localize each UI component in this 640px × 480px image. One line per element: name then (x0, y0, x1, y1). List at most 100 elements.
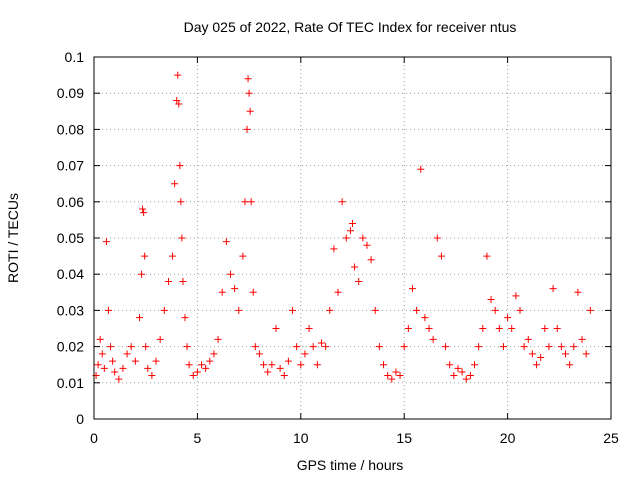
data-point (160, 306, 168, 314)
data-point (330, 245, 338, 253)
data-point (475, 343, 483, 351)
data-point (152, 357, 160, 365)
data-point (400, 343, 408, 351)
data-point (346, 227, 354, 235)
data-point (322, 343, 330, 351)
data-point (429, 335, 437, 343)
x-tick-label: 20 (500, 430, 516, 446)
y-tick-label: 0.02 (57, 339, 84, 355)
data-point (309, 343, 317, 351)
grid-lines (94, 57, 611, 419)
data-point (471, 361, 479, 369)
data-point (179, 277, 187, 285)
data-point (231, 285, 239, 293)
y-tick-label: 0.01 (57, 375, 84, 391)
y-tick-label: 0.07 (57, 158, 84, 174)
data-point (533, 361, 541, 369)
data-point (297, 361, 305, 369)
data-point (408, 285, 416, 293)
x-tick-label: 5 (194, 430, 202, 446)
data-point (98, 350, 106, 358)
data-point (388, 375, 396, 383)
data-point (553, 325, 561, 332)
data-point (541, 325, 549, 332)
data-point (175, 100, 183, 108)
data-point (305, 325, 313, 332)
data-point (247, 198, 255, 206)
data-point (96, 335, 104, 343)
data-point (562, 350, 570, 358)
data-point (222, 238, 230, 246)
y-tick-label: 0.06 (57, 194, 84, 210)
data-point (218, 288, 226, 296)
data-point (537, 353, 545, 361)
data-point (392, 368, 400, 376)
data-point (437, 252, 445, 260)
data-point (495, 325, 503, 332)
y-tick-label: 0.05 (57, 230, 84, 246)
data-point (104, 306, 112, 314)
data-point (156, 335, 164, 343)
data-point (183, 343, 191, 351)
data-point (342, 234, 350, 242)
data-point (578, 335, 586, 343)
data-point (421, 314, 429, 322)
data-point (178, 234, 186, 242)
y-tick-label: 0.09 (57, 85, 84, 101)
y-tick-label: 0.03 (57, 302, 84, 318)
data-point (198, 361, 206, 369)
data-point (450, 372, 458, 380)
y-tick-label: 0 (76, 411, 84, 427)
data-point (255, 350, 263, 358)
data-point (396, 372, 404, 380)
data-point (375, 343, 383, 351)
data-point (268, 361, 276, 369)
data-point (425, 325, 433, 332)
data-point (235, 306, 243, 314)
data-point (249, 288, 257, 296)
series-0 (92, 71, 594, 383)
x-tick-label: 0 (90, 430, 98, 446)
data-point (491, 306, 499, 314)
data-point (251, 343, 259, 351)
data-point (524, 335, 532, 343)
data-point (280, 372, 288, 380)
data-point (264, 368, 272, 376)
data-point (512, 292, 520, 300)
data-point (549, 285, 557, 293)
data-point (367, 256, 375, 264)
data-point (189, 372, 197, 380)
data-point (174, 71, 182, 79)
data-point (289, 306, 297, 314)
data-point (173, 96, 181, 104)
y-tick-label: 0.04 (57, 266, 84, 282)
axis-ticks: 0 5 10 15 20 25 0 0.01 0.02 0.03 0.04 0.05 0.06 0.07 0… (57, 49, 619, 446)
data-point (458, 368, 466, 376)
y-tick-label: 0.08 (57, 121, 84, 137)
data-point (144, 364, 152, 372)
data-point (359, 234, 367, 242)
data-point (462, 375, 470, 383)
data-point (293, 343, 301, 351)
data-point (466, 372, 474, 380)
data-point (141, 252, 149, 260)
data-point (115, 375, 123, 383)
data-point (246, 107, 254, 115)
data-point (433, 234, 441, 242)
data-point (100, 364, 108, 372)
data-point (487, 296, 495, 304)
data-point (260, 361, 268, 369)
data-point (241, 198, 249, 206)
data-point (102, 238, 110, 246)
data-point (206, 357, 214, 365)
x-axis-label: GPS time / hours (297, 457, 404, 473)
data-point (94, 361, 102, 369)
data-point (109, 357, 117, 365)
data-point (177, 198, 185, 206)
data-point (351, 263, 359, 271)
data-point (508, 325, 516, 332)
data-point (483, 252, 491, 260)
data-point (582, 350, 590, 358)
data-points (92, 71, 594, 383)
